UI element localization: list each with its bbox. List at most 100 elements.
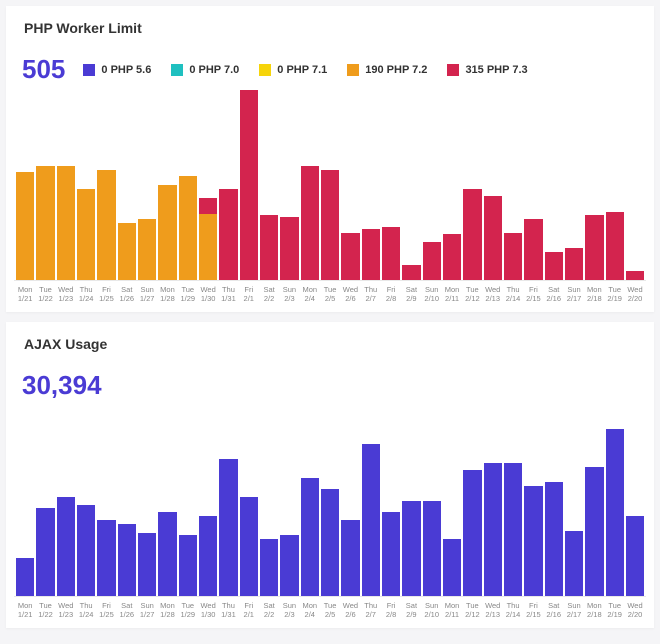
- bar-column: [219, 459, 237, 596]
- bar-segment-php73: [362, 229, 380, 280]
- legend-label: 315 PHP 7.3: [465, 64, 527, 76]
- bar-segment-php73: [565, 248, 583, 280]
- bar-column: [423, 501, 441, 596]
- bar: [504, 463, 522, 596]
- bar-column: [97, 520, 115, 596]
- bar-column: [484, 463, 502, 596]
- bar-segment-php73: [443, 234, 461, 280]
- bar-column: [524, 486, 542, 596]
- bar-column: [463, 189, 481, 280]
- axis-label: Sun2/10: [423, 285, 441, 304]
- bar: [443, 539, 461, 596]
- legend-swatch: [447, 64, 459, 76]
- bar-column: [626, 271, 644, 281]
- bar-segment-php73: [321, 170, 339, 280]
- legend-swatch: [83, 64, 95, 76]
- axis-label: Tue2/12: [463, 285, 481, 304]
- axis-label: Sun2/3: [280, 601, 298, 620]
- axis-label: Sat2/2: [260, 601, 278, 620]
- bar-column: [382, 227, 400, 280]
- bar-segment-php73: [280, 217, 298, 280]
- legend-label: 190 PHP 7.2: [365, 64, 427, 76]
- bar: [362, 444, 380, 596]
- bar-column: [504, 463, 522, 596]
- axis-label: Tue1/29: [179, 601, 197, 620]
- bar-column: [585, 215, 603, 280]
- bar-column: [301, 166, 319, 280]
- axis-label: Sun2/10: [423, 601, 441, 620]
- bar-column: [16, 558, 34, 596]
- bar: [626, 516, 644, 596]
- axis-label: Thu1/31: [219, 285, 237, 304]
- bar-column: [606, 212, 624, 280]
- bar-column: [423, 242, 441, 280]
- bar: [606, 429, 624, 596]
- bar-segment-php73: [606, 212, 624, 280]
- bar: [97, 520, 115, 596]
- axis-label: Wed2/6: [341, 285, 359, 304]
- axis-label: Mon1/21: [16, 601, 34, 620]
- axis-label: Mon1/28: [158, 601, 176, 620]
- bar-column: [179, 535, 197, 596]
- axis-label: Sat2/9: [402, 285, 420, 304]
- bar-column: [260, 539, 278, 596]
- legend-swatch: [171, 64, 183, 76]
- bar-column: [179, 176, 197, 281]
- bar-segment-php73: [219, 189, 237, 280]
- axis-label: Wed2/13: [484, 285, 502, 304]
- axis-label: Tue1/22: [36, 601, 54, 620]
- bar-segment-php72: [36, 166, 54, 280]
- axis-label: Thu2/7: [362, 601, 380, 620]
- bar: [341, 520, 359, 596]
- axis-label: Fri1/25: [97, 601, 115, 620]
- bar-column: [402, 265, 420, 280]
- bar-column: [524, 219, 542, 280]
- axis-label: Fri2/8: [382, 285, 400, 304]
- bar-column: [321, 170, 339, 280]
- bar-segment-php73: [463, 189, 481, 280]
- bar-column: [57, 497, 75, 596]
- axis-label: Wed2/20: [626, 285, 644, 304]
- bar-column: [443, 539, 461, 596]
- bar-column: [158, 185, 176, 280]
- axis-label: Thu1/31: [219, 601, 237, 620]
- bar-segment-php73: [402, 265, 420, 280]
- bar-column: [443, 234, 461, 280]
- bar-segment-php72: [118, 223, 136, 280]
- axis-label: Sat1/26: [118, 285, 136, 304]
- bar-column: [280, 217, 298, 280]
- bar: [199, 516, 217, 596]
- bar-column: [321, 489, 339, 595]
- bar-column: [240, 90, 258, 280]
- axis-label: Thu1/24: [77, 601, 95, 620]
- axis-label: Sun1/27: [138, 601, 156, 620]
- bar: [524, 486, 542, 596]
- axis-label: Mon2/18: [585, 601, 603, 620]
- axis-label: Wed2/6: [341, 601, 359, 620]
- axis-label: Sat2/2: [260, 285, 278, 304]
- bar: [179, 535, 197, 596]
- legend-label: 0 PHP 7.1: [277, 64, 327, 76]
- bar-segment-php72: [179, 176, 197, 281]
- bar-column: [402, 501, 420, 596]
- axis-label: Sat2/9: [402, 601, 420, 620]
- axis-label: Tue2/12: [463, 601, 481, 620]
- axis-label: Tue2/19: [606, 285, 624, 304]
- bar: [240, 497, 258, 596]
- bar-column: [585, 467, 603, 596]
- bar: [16, 558, 34, 596]
- axis-label: Sun2/17: [565, 601, 583, 620]
- bar: [423, 501, 441, 596]
- bar-segment-php72: [199, 214, 217, 281]
- bar: [545, 482, 563, 596]
- legend-label: 0 PHP 5.6: [101, 64, 151, 76]
- bar-segment-php73: [341, 233, 359, 281]
- bar-column: [362, 229, 380, 280]
- ajax-x-axis: Mon1/21Tue1/22Wed1/23Thu1/24Fri1/25Sat1/…: [14, 597, 646, 620]
- bar-column: [463, 470, 481, 595]
- axis-label: Fri2/8: [382, 601, 400, 620]
- bar-segment-php72: [57, 166, 75, 280]
- axis-label: Mon2/4: [301, 285, 319, 304]
- bar-segment-php73: [199, 198, 217, 213]
- axis-label: Mon2/4: [301, 601, 319, 620]
